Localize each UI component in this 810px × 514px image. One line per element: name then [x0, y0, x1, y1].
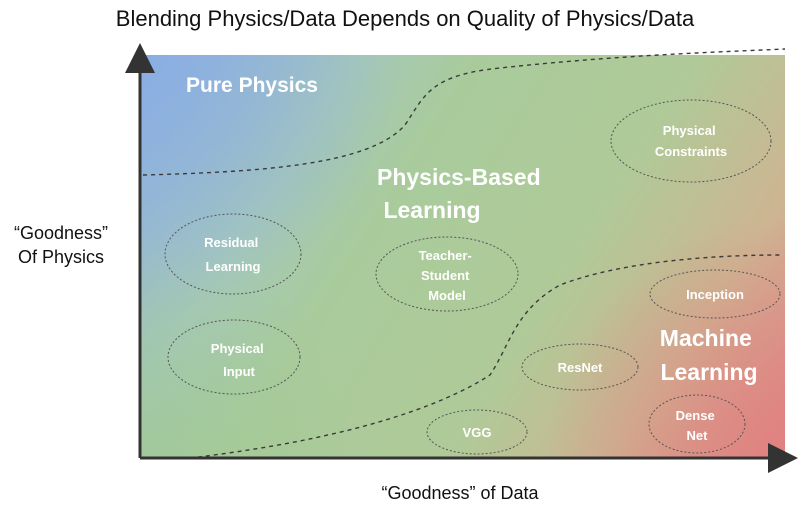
- method-label: Inception: [686, 287, 744, 302]
- method-label-line: Learning: [206, 259, 261, 274]
- method-physical-input: Physical Input: [167, 319, 301, 395]
- method-label-line: Inception: [686, 287, 744, 302]
- method-label-line: VGG: [463, 425, 492, 440]
- region-label-machine-learning-line-2: Learning: [660, 359, 757, 385]
- x-axis-label: “Goodness” of Data: [381, 483, 539, 503]
- method-label: ResNet: [558, 360, 603, 375]
- method-inception: Inception: [649, 269, 781, 319]
- region-label-machine-learning: Machine Learning: [660, 325, 758, 385]
- method-label: Physical Constraints: [655, 123, 727, 159]
- method-label-line: Student: [421, 268, 470, 283]
- method-label: Residual Learning: [204, 235, 262, 274]
- method-label-line: Net: [687, 428, 709, 443]
- region-label-physics-based-line-2: Learning: [383, 197, 480, 223]
- method-label-line: Constraints: [655, 144, 727, 159]
- y-axis-label-line-2: Of Physics: [17, 247, 105, 267]
- method-label-line: Teacher-: [419, 248, 472, 263]
- figure-title: Blending Physics/Data Depends on Quality…: [115, 6, 695, 31]
- method-label-line: Model: [428, 288, 466, 303]
- region-label-pure-physics: Pure Physics: [186, 74, 318, 97]
- method-dense-net: Dense Net: [648, 394, 746, 454]
- method-label: Physical Input: [211, 341, 267, 379]
- method-label: Teacher- Student Model: [419, 248, 476, 303]
- method-ellipse: [375, 236, 519, 312]
- method-ellipse: [521, 343, 639, 391]
- y-axis-label-line-1: “Goodness”: [13, 223, 109, 243]
- method-ellipse: [426, 409, 528, 455]
- method-ellipse: [167, 319, 301, 395]
- method-vgg: VGG: [426, 409, 528, 455]
- method-label-line: ResNet: [558, 360, 603, 375]
- region-label-machine-learning-line-1: Machine: [660, 325, 752, 351]
- method-label: VGG: [463, 425, 492, 440]
- physics-boundary-line: [142, 48, 786, 176]
- method-label-line: Residual: [204, 235, 258, 250]
- y-axis-label: “Goodness” Of Physics: [0, 221, 122, 269]
- region-label-physics-based-learning: Physics-Based Learning: [377, 164, 547, 223]
- data-boundary-line: [189, 254, 781, 459]
- method-label-line: Physical: [211, 341, 264, 356]
- region-label-physics-based-line-1: Physics-Based: [377, 164, 541, 190]
- method-teacher-student-model: Teacher- Student Model: [375, 236, 519, 312]
- method-ellipse: [649, 269, 781, 319]
- method-ellipse: [610, 99, 772, 183]
- method-label: Dense Net: [676, 408, 719, 443]
- method-resnet: ResNet: [521, 343, 639, 391]
- method-residual-learning: Residual Learning: [164, 213, 302, 295]
- method-physical-constraints: Physical Constraints: [610, 99, 772, 183]
- method-label-line: Physical: [663, 123, 716, 138]
- method-ellipse: [164, 213, 302, 295]
- method-label-line: Dense: [676, 408, 715, 423]
- method-label-line: Input: [223, 364, 255, 379]
- method-ellipse: [648, 394, 746, 454]
